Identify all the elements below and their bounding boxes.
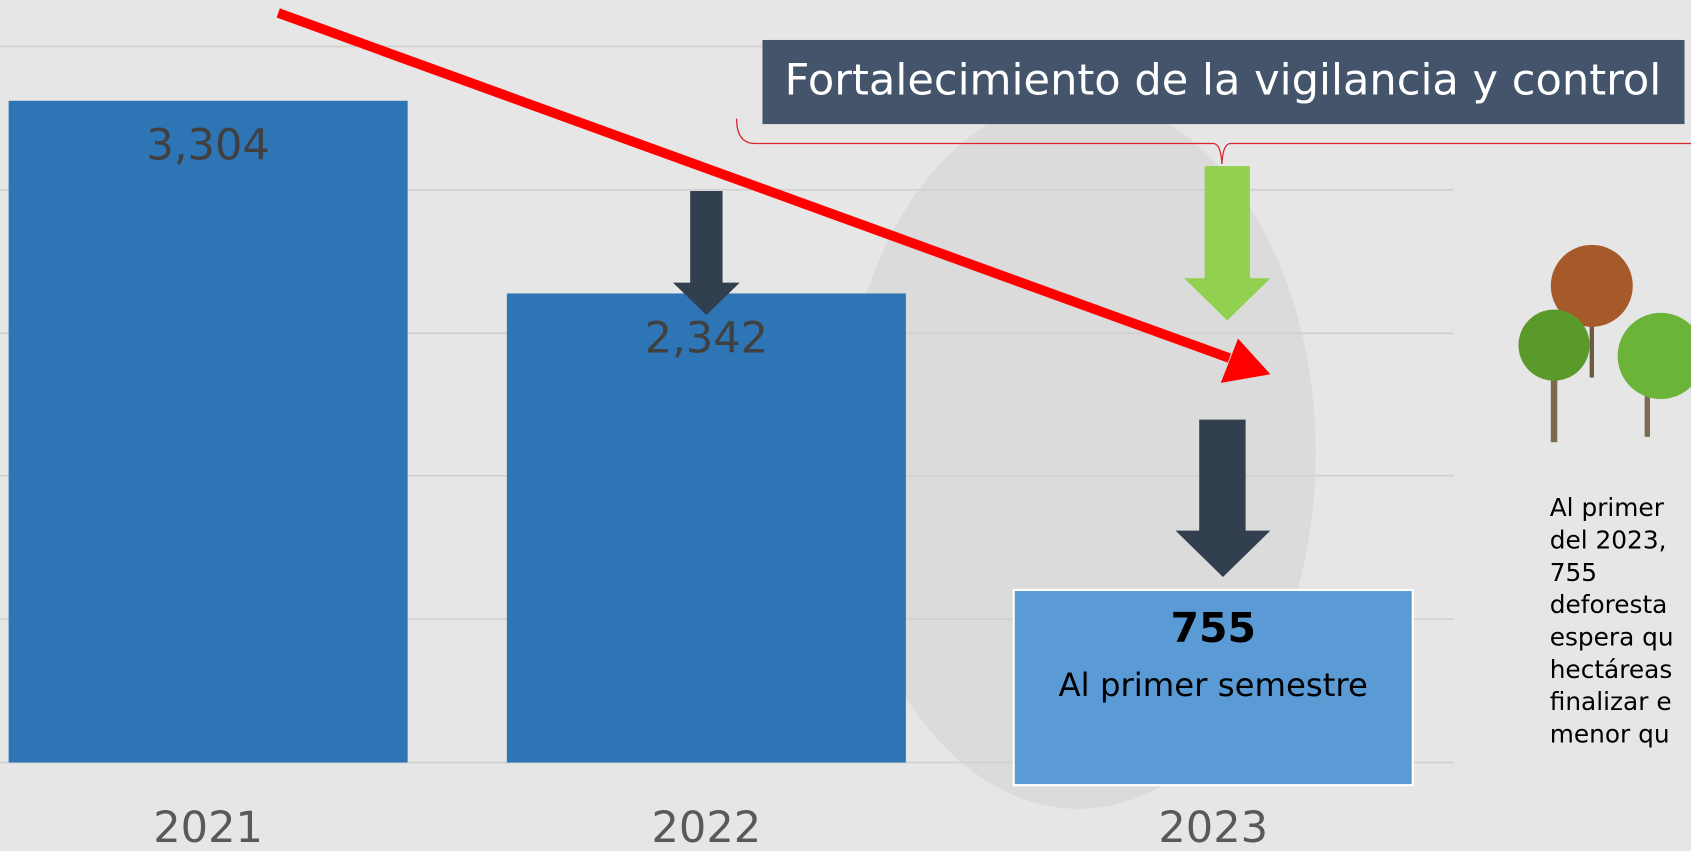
bar bbox=[9, 101, 408, 763]
value-label: 2,342 bbox=[645, 313, 768, 363]
side-text-line: espera qu bbox=[1550, 622, 1674, 651]
x-tick-label: 2023 bbox=[1158, 803, 1268, 851]
side-text-line: menor qu bbox=[1550, 720, 1670, 749]
value-label: 755 bbox=[1170, 604, 1256, 652]
side-text-line: finalizar e bbox=[1550, 687, 1672, 716]
banner-text: Fortalecimiento de la vigilancia y contr… bbox=[785, 56, 1662, 106]
side-text-line: 755 bbox=[1550, 558, 1597, 587]
side-text-line: Al primer bbox=[1550, 493, 1665, 522]
side-text-line: hectáreas bbox=[1550, 655, 1673, 684]
callout-note: Al primer semestre bbox=[1059, 666, 1368, 704]
bar bbox=[507, 293, 906, 762]
x-tick-label: 2021 bbox=[153, 803, 263, 851]
page: {"chart_data": {"type": "bar", "categori… bbox=[0, 0, 1691, 851]
chart: Fortalecimiento de la vigilancia y contr… bbox=[0, 0, 1691, 851]
value-label: 3,304 bbox=[146, 121, 269, 171]
x-tick-label: 2022 bbox=[652, 803, 762, 851]
side-text-line: deforesta bbox=[1550, 590, 1668, 619]
side-text-line: del 2023, bbox=[1550, 525, 1667, 554]
